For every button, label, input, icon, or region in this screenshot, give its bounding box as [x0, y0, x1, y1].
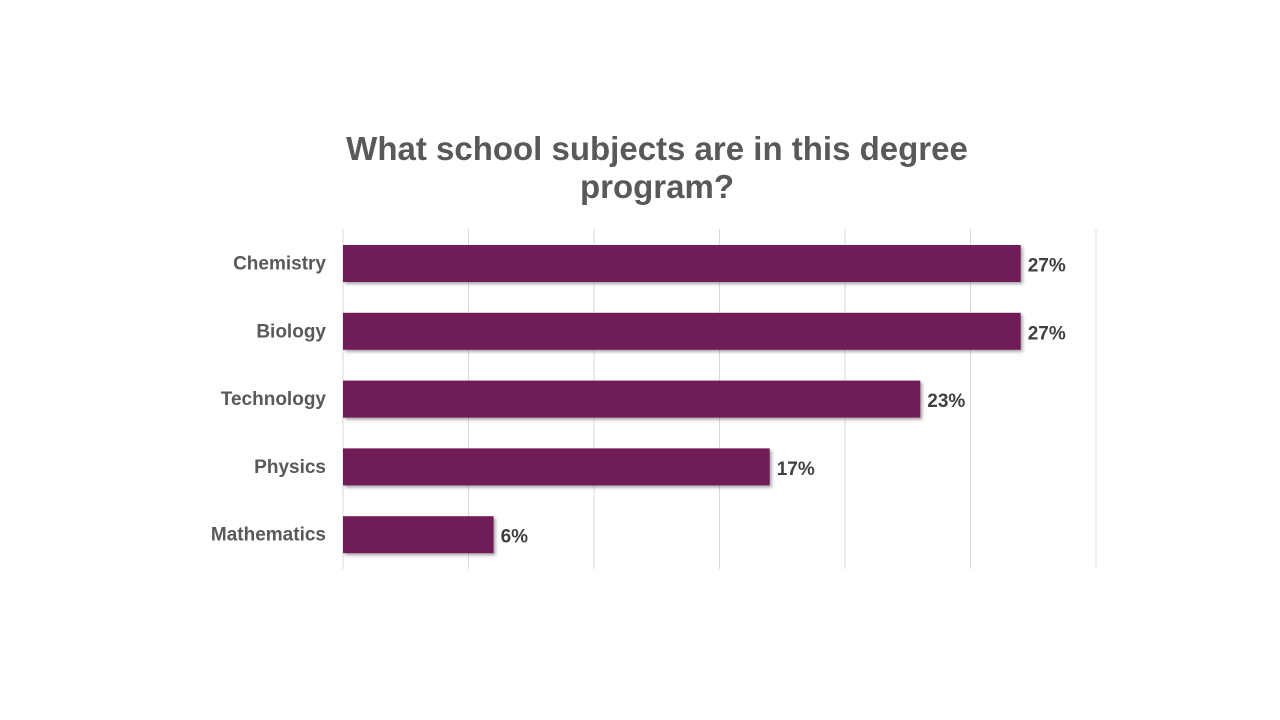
bar-biology	[343, 312, 1021, 350]
data-label: 6%	[501, 527, 529, 548]
data-label: 23%	[927, 391, 965, 412]
data-label: 17%	[777, 459, 815, 480]
category-label: Physics	[254, 457, 326, 478]
bar-chemistry	[343, 245, 1021, 282]
category-label: Biology	[256, 321, 326, 342]
chart-title: What school subjects are in this degree …	[346, 130, 968, 205]
data-label: 27%	[1028, 323, 1066, 344]
bars	[343, 245, 1021, 554]
bar-physics	[343, 448, 770, 486]
bar-technology	[343, 380, 921, 418]
category-label: Chemistry	[233, 254, 326, 275]
category-label: Mathematics	[211, 525, 326, 546]
labels: Chemistry 27% Biology 27% Technology 23% Physi…	[211, 254, 1066, 548]
category-label: Technology	[221, 389, 327, 410]
data-label: 27%	[1028, 256, 1066, 277]
bar-mathematics	[343, 516, 494, 554]
